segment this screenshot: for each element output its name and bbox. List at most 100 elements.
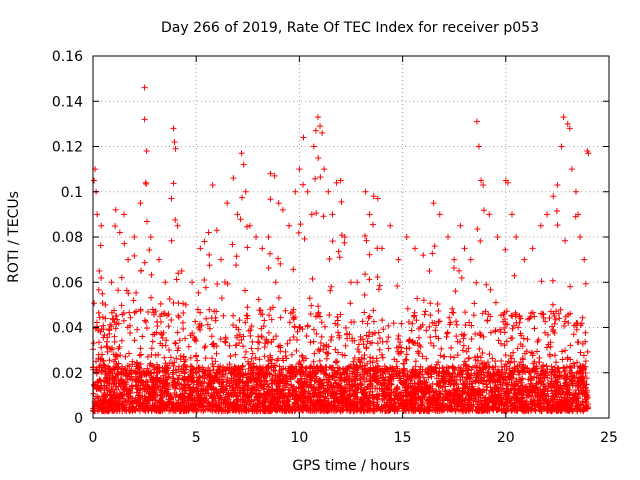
data-point xyxy=(531,373,538,380)
data-point xyxy=(477,354,484,361)
data-point xyxy=(328,283,335,290)
data-point xyxy=(288,351,295,358)
data-point xyxy=(453,333,460,340)
data-point xyxy=(451,376,458,383)
data-point xyxy=(176,337,183,344)
data-point xyxy=(175,270,182,277)
data-point xyxy=(170,180,177,187)
data-point xyxy=(175,312,182,319)
data-point xyxy=(206,306,213,313)
data-point xyxy=(487,384,494,391)
data-point xyxy=(326,311,333,318)
data-point xyxy=(267,250,274,257)
data-point xyxy=(202,343,209,350)
data-point xyxy=(543,344,550,351)
data-point xyxy=(323,341,330,348)
data-point xyxy=(450,309,457,316)
data-point xyxy=(174,347,181,354)
data-point xyxy=(202,355,209,362)
data-point xyxy=(265,265,272,272)
data-point xyxy=(501,329,508,336)
data-point xyxy=(102,315,109,322)
data-point xyxy=(254,345,261,352)
data-point xyxy=(208,314,215,321)
data-point xyxy=(483,387,490,394)
data-point xyxy=(323,349,330,356)
data-point xyxy=(193,337,200,344)
data-point xyxy=(448,344,455,351)
data-point xyxy=(412,358,419,365)
data-point xyxy=(138,267,145,274)
data-point xyxy=(341,352,348,359)
data-point xyxy=(471,354,478,361)
data-point xyxy=(123,287,130,294)
data-point xyxy=(255,296,262,303)
data-point xyxy=(546,314,553,321)
data-point xyxy=(426,323,433,330)
data-point xyxy=(570,331,577,338)
data-point xyxy=(112,356,119,363)
data-point xyxy=(434,301,441,308)
data-point xyxy=(290,266,297,273)
data-point xyxy=(582,280,589,287)
data-point xyxy=(201,276,208,283)
data-point xyxy=(121,240,128,247)
data-point xyxy=(559,348,566,355)
data-point xyxy=(307,339,314,346)
data-point xyxy=(227,353,234,360)
data-point xyxy=(182,335,189,342)
data-point xyxy=(304,323,311,330)
data-point xyxy=(356,349,363,356)
data-point xyxy=(476,345,483,352)
data-point xyxy=(311,383,318,390)
data-point xyxy=(301,235,308,242)
data-point xyxy=(446,314,453,321)
data-point xyxy=(551,352,558,359)
data-point xyxy=(339,351,346,358)
data-point xyxy=(492,299,499,306)
data-point xyxy=(385,345,392,352)
data-point xyxy=(549,323,556,330)
data-point xyxy=(313,363,320,370)
data-point xyxy=(99,290,106,297)
data-point xyxy=(450,354,457,361)
data-point xyxy=(248,323,255,330)
data-point xyxy=(462,322,469,329)
data-point xyxy=(134,326,141,333)
data-point xyxy=(131,337,138,344)
data-point xyxy=(553,207,560,214)
data-point xyxy=(157,313,164,320)
data-point xyxy=(267,354,274,361)
data-point xyxy=(502,246,509,253)
data-point xyxy=(362,365,369,372)
data-point xyxy=(444,329,451,336)
data-point xyxy=(507,335,514,342)
data-point xyxy=(249,384,256,391)
data-point xyxy=(297,221,304,228)
data-point xyxy=(299,353,306,360)
data-point xyxy=(312,175,319,182)
data-point xyxy=(463,348,470,355)
data-point xyxy=(343,331,350,338)
data-point xyxy=(272,279,279,286)
data-point xyxy=(501,380,508,387)
data-point xyxy=(91,300,98,307)
data-point xyxy=(323,367,330,374)
data-point xyxy=(241,354,248,361)
data-point xyxy=(187,354,194,361)
data-point xyxy=(366,354,373,361)
data-point xyxy=(126,363,133,370)
data-point xyxy=(425,365,432,372)
data-point xyxy=(208,333,215,340)
data-point xyxy=(447,353,454,360)
data-point xyxy=(176,372,183,379)
data-point xyxy=(149,338,156,345)
data-point xyxy=(182,385,189,392)
data-point xyxy=(329,238,336,245)
data-point xyxy=(573,326,580,333)
data-point xyxy=(567,310,574,317)
data-point xyxy=(335,329,342,336)
data-point xyxy=(562,318,569,325)
data-point xyxy=(247,332,254,339)
data-point xyxy=(316,347,323,354)
